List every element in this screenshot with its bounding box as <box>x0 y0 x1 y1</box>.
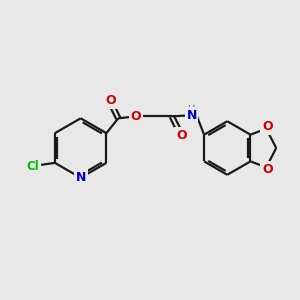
Text: N: N <box>76 171 86 184</box>
Text: O: O <box>262 120 273 133</box>
Text: O: O <box>105 94 116 107</box>
Text: H: H <box>188 105 195 116</box>
Text: N: N <box>186 109 197 122</box>
Text: O: O <box>262 163 273 176</box>
Text: Cl: Cl <box>27 160 40 173</box>
Text: O: O <box>176 129 187 142</box>
Text: O: O <box>131 110 141 123</box>
